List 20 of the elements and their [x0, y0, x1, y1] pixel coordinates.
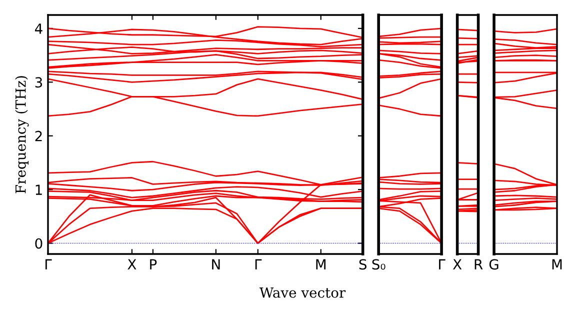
x-axis-title: Wave vector — [259, 287, 346, 298]
x-tick-label: M — [316, 259, 326, 270]
x-tick-label: X — [128, 259, 136, 270]
x-tick-label: Γ — [255, 259, 262, 270]
x-tick-label: Γ — [45, 259, 52, 270]
x-tick-label: M — [552, 259, 562, 270]
x-tick-label: X — [452, 259, 462, 270]
y-tick-label: 2 — [35, 130, 42, 142]
y-tick-label: 1 — [36, 184, 42, 195]
y-axis-title: Frequency (THz) — [15, 76, 29, 194]
x-tick-label: R — [474, 259, 483, 270]
x-tick-label: G — [489, 259, 498, 270]
y-tick-label: 0 — [35, 238, 42, 249]
y-tick-label: 4 — [34, 24, 42, 34]
x-tick-label: S — [359, 259, 366, 270]
x-tick-label: P — [150, 259, 157, 270]
x-tick-label: S₀ — [372, 259, 386, 270]
y-tick-label: 3 — [35, 77, 42, 88]
x-tick-label: N — [212, 259, 220, 270]
x-tick-label: Γ — [439, 259, 446, 270]
